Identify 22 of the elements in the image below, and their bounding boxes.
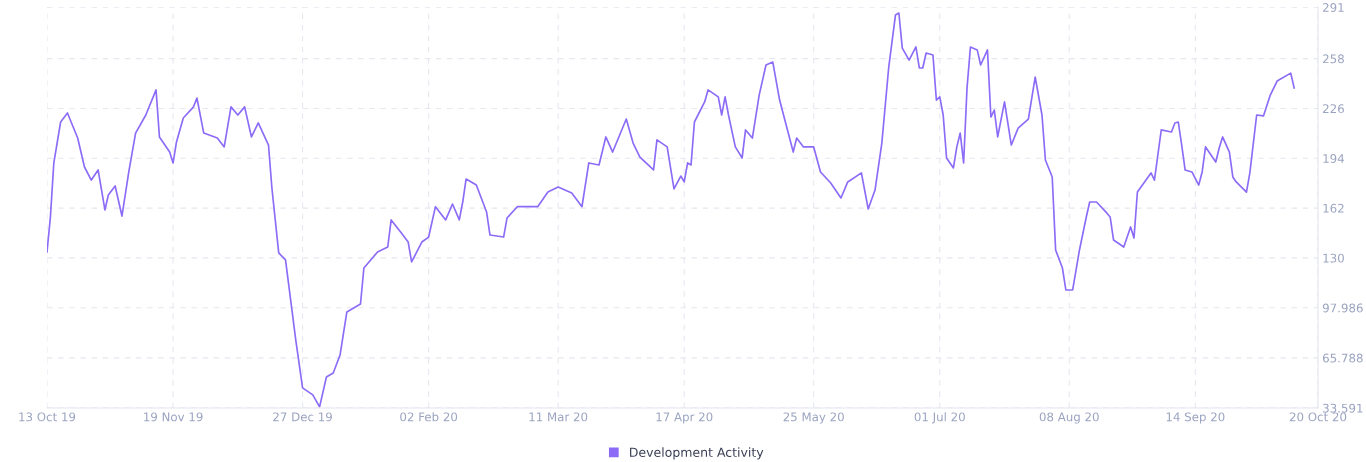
x-tick-label: 19 Nov 19 (144, 412, 203, 422)
x-tick-label: 11 Mar 20 (529, 412, 588, 422)
y-tick-label: 226 (1323, 104, 1344, 114)
y-tick-label: 130 (1323, 253, 1344, 263)
x-tick-label: 14 Sep 20 (1166, 412, 1225, 424)
y-tick-label: 258 (1323, 54, 1344, 64)
y-tick-label: 291 (1323, 2, 1344, 12)
y-tick-label: 162 (1323, 203, 1344, 213)
x-tick-label: 02 Feb 20 (400, 412, 458, 422)
y-tick-label: 65.788 (1322, 353, 1363, 363)
x-tick-label: 25 May 20 (783, 412, 844, 424)
y-tick-label: 33.591 (1323, 403, 1363, 413)
x-tick-label: 01 Jul 20 (914, 412, 965, 424)
x-tick-label: 17 Apr 20 (656, 412, 713, 424)
y-tick-label: 194 (1323, 154, 1345, 163)
x-tick-label: 27 Dec 19 (273, 412, 332, 422)
x-tick-label: 13 Oct 19 (19, 412, 76, 422)
legend-label: Development Activity (630, 447, 764, 460)
y-tick-label: 97.986 (1322, 303, 1363, 313)
line-series (47, 12, 1295, 408)
x-tick-label: 08 Aug 20 (1039, 412, 1099, 424)
x-tick-label: 20 Oct 20 (1289, 412, 1347, 422)
